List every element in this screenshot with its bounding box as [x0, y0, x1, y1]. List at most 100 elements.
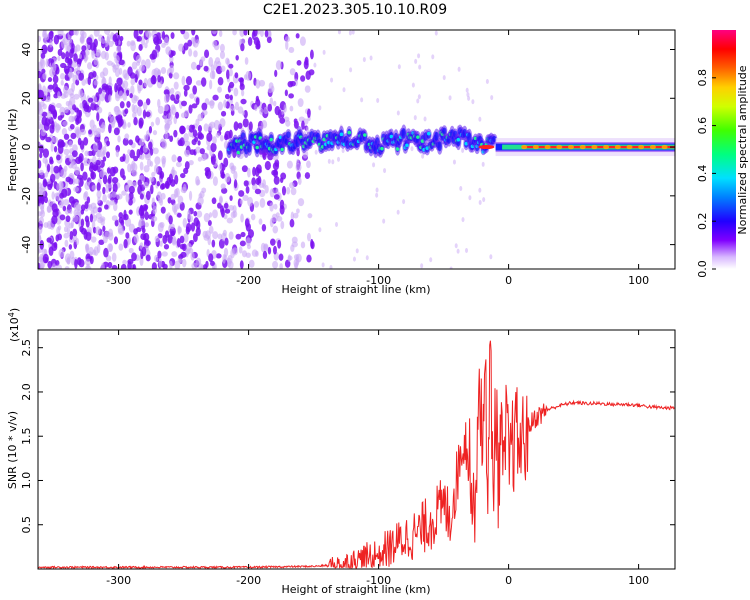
spectrogram-x-label: Height of straight line (km): [281, 283, 430, 296]
heatmap-cell: [100, 262, 105, 269]
heatmap-cell: [169, 135, 174, 143]
x-tick-label: 100: [628, 574, 649, 587]
heatmap-cell: [568, 144, 574, 150]
y-tick-label: 40: [20, 43, 33, 57]
heatmap-cell: [112, 166, 119, 174]
heatmap-cell: [63, 133, 70, 140]
heatmap-cell: [160, 192, 166, 200]
heatmap-cell: [111, 264, 118, 269]
heatmap-cell: [273, 203, 278, 210]
snr-y-label: SNR (10 * v/v): [6, 411, 19, 489]
heatmap-cell: [272, 260, 279, 269]
heatmap-cell: [62, 37, 68, 46]
heatmap-cell: [591, 144, 598, 150]
heatmap-cell: [236, 150, 241, 155]
heatmap-cell: [182, 217, 187, 228]
heatmap-cell: [69, 209, 73, 215]
y-tick-label: -40: [20, 236, 33, 254]
heatmap-cell: [148, 125, 153, 134]
heatmap-cell: [109, 199, 115, 206]
heatmap-cell: [138, 43, 143, 51]
snr-y-scale-exponent: 4: [7, 312, 16, 317]
heatmap-cell: [115, 149, 119, 158]
heatmap-cell: [351, 30, 355, 35]
heatmap-cell: [233, 87, 239, 97]
heatmap-cell: [47, 260, 53, 269]
heatmap-cell: [251, 184, 258, 191]
heatmap-cell: [224, 208, 231, 214]
heatmap-cell: [255, 177, 261, 186]
colorbar-tick-label: 0.2: [696, 212, 709, 230]
heatmap-cell: [252, 166, 256, 177]
heatmap-cell: [130, 40, 136, 46]
x-tick-label: 0: [505, 574, 512, 587]
heatmap-cell: [267, 103, 273, 112]
heatmap-cell: [217, 76, 224, 86]
heatmap-cell: [164, 182, 170, 189]
heatmap-cell: [482, 197, 486, 203]
heatmap-cell: [50, 142, 54, 152]
heatmap-cell: [112, 34, 118, 42]
heatmap-cell: [128, 247, 134, 254]
heatmap-cell: [466, 92, 470, 98]
heatmap-cell: [119, 168, 125, 179]
heatmap-cell: [289, 68, 296, 76]
heatmap-cell: [88, 204, 93, 211]
heatmap-cell: [225, 57, 230, 65]
heatmap-cell: [365, 255, 369, 261]
heatmap-cell: [74, 107, 79, 113]
heatmap-cell: [62, 120, 69, 127]
heatmap-cell: [88, 246, 94, 255]
heatmap-cell: [176, 212, 182, 218]
heatmap-cell: [171, 203, 178, 213]
heatmap-cell: [196, 64, 201, 71]
snr-y-scale-prefix: (x10: [8, 317, 21, 342]
heatmap-cell: [84, 190, 89, 199]
colorbar-label: Normalized spectral amplitude: [736, 65, 749, 234]
heatmap-cell: [397, 64, 401, 70]
heatmap-cell: [171, 169, 177, 176]
heatmap-cell: [180, 30, 186, 35]
heatmap-cell: [235, 54, 239, 61]
heatmap-cell: [179, 137, 185, 147]
heatmap-cell: [327, 158, 331, 164]
heatmap-cell: [97, 196, 101, 204]
heatmap-cell: [86, 62, 93, 70]
heatmap-cell: [151, 197, 155, 206]
heatmap-cell: [138, 147, 144, 156]
heatmap-cell: [255, 79, 261, 89]
heatmap-cell: [116, 193, 123, 200]
heatmap-cell: [124, 153, 130, 164]
heatmap-cell: [284, 36, 291, 43]
heatmap-cell: [41, 116, 48, 126]
heatmap-cell: [322, 49, 326, 55]
heatmap-cell: [296, 171, 301, 180]
heatmap-cell: [259, 107, 264, 115]
heatmap-cell: [102, 225, 106, 232]
spectrogram-y-label: Frequency (Hz): [6, 109, 19, 192]
y-tick-label: 0.5: [20, 516, 33, 534]
heatmap-cell: [401, 128, 407, 139]
heatmap-cell: [284, 89, 288, 97]
heatmap-cell: [99, 124, 106, 133]
heatmap-cell: [380, 146, 384, 151]
heatmap-cell: [243, 30, 248, 36]
heatmap-cell: [465, 248, 469, 254]
x-tick-label: -200: [236, 274, 261, 287]
heatmap-cell: [155, 117, 161, 126]
heatmap-cell: [521, 144, 528, 150]
heatmap-cell: [127, 261, 132, 269]
heatmap-cell: [544, 144, 551, 150]
y-tick-label: -20: [20, 187, 33, 205]
heatmap-cell: [396, 209, 400, 215]
y-tick-label: 1.5: [20, 427, 33, 445]
heatmap-cell: [352, 256, 356, 262]
heatmap-cell: [382, 218, 386, 224]
heatmap-cell: [170, 94, 175, 101]
heatmap-cell: [211, 239, 216, 248]
heatmap-cell: [139, 138, 145, 146]
heatmap-cell: [241, 89, 245, 97]
heatmap-cell: [339, 132, 344, 137]
heatmap-cell: [161, 157, 166, 168]
heatmap-cell: [434, 30, 438, 36]
